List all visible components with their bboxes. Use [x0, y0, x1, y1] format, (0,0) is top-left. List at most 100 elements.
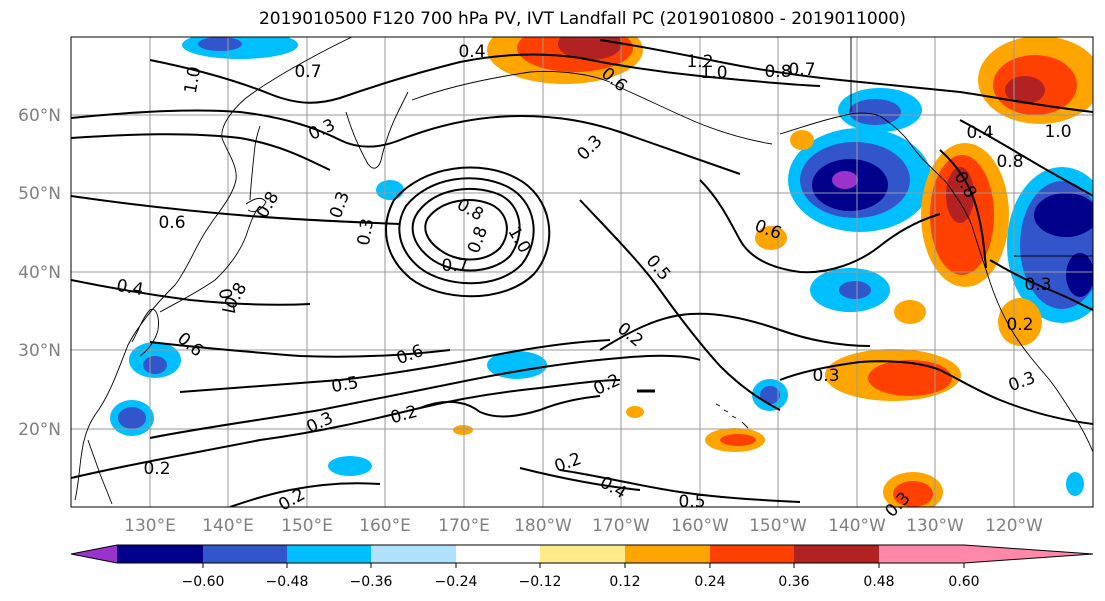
coastline-korea — [131, 308, 159, 357]
lon-label: 130°W — [906, 516, 964, 536]
contour-pv-0.2-mid — [419, 395, 601, 418]
contour-pv-0.5-south — [559, 469, 801, 503]
map-title: 2019010500 F120 700 hPa PV, IVT Landfall… — [258, 9, 906, 29]
colorbar-segment — [287, 545, 371, 563]
colorbar-tick-label: 0.48 — [863, 574, 894, 590]
map-frame — [70, 36, 1094, 508]
contour-pv-coast-2 — [959, 119, 1093, 197]
contour-pv-0.6-south — [149, 341, 451, 358]
colorbar-tick-label: 0.36 — [778, 574, 809, 590]
contour-label: 0.3 — [812, 366, 839, 386]
contour-label: 0.4 — [458, 42, 485, 62]
lon-label: 140°E — [202, 516, 254, 536]
contour-pv-0.3-south — [149, 354, 701, 439]
negative-anomaly-subtropical-3 — [752, 379, 788, 411]
contour-pv-0.7-ridge — [71, 279, 311, 306]
colorbar-tick-label: 0.24 — [694, 574, 725, 590]
graticule — [71, 37, 1093, 507]
contour-pv-north-wave-2 — [71, 133, 331, 171]
contour-pv-high-arctic — [599, 39, 1093, 113]
colorbar-segment — [540, 545, 625, 563]
negative-anomaly-subtropical-1 — [810, 268, 890, 312]
positive-anomaly-small-4 — [626, 406, 644, 418]
lon-label: 150°W — [749, 516, 807, 536]
contour-pv-low-4 — [385, 166, 551, 298]
pv-contours — [71, 39, 1093, 507]
colorbar-segment — [456, 545, 540, 563]
contour-label: 1.0 — [1044, 122, 1071, 142]
colorbar-extend-high — [964, 545, 1093, 563]
colorbar-ticks — [202, 563, 965, 568]
contour-label: 0.5 — [678, 492, 705, 512]
contour-pv-0.4-diag — [579, 199, 781, 411]
negative-anomaly-gulf-of-alaska — [788, 128, 932, 232]
positive-anomaly-small-3 — [790, 130, 814, 150]
colorbar-tick-label: 0.60 — [948, 574, 979, 590]
colorbar-tick-label: −0.36 — [350, 574, 393, 590]
negative-anomaly-alaska-coast — [838, 88, 922, 132]
colorbar-segment — [625, 545, 710, 563]
negative-anomaly-western-pacific-3 — [328, 456, 372, 476]
contour-label: 0.2 — [1006, 315, 1033, 335]
colorbar-tick-label: −0.60 — [182, 574, 225, 590]
lat-label: 40°N — [18, 263, 61, 283]
lon-label: 160°W — [671, 516, 729, 536]
contour-pv-0.2-sw — [229, 482, 381, 507]
coastlines — [74, 37, 1093, 505]
coastline-philippines — [87, 439, 113, 505]
colorbar-tick-label: −0.48 — [266, 574, 309, 590]
contour-label: 0.7 — [441, 256, 468, 276]
contour-pv-coast-1 — [939, 149, 987, 269]
lon-label: 170°E — [438, 516, 490, 536]
contour-label: 0.7 — [788, 60, 815, 80]
coastline-asia — [74, 37, 353, 501]
contour-label: 0.7 — [214, 287, 238, 317]
positive-anomaly-small-2 — [755, 226, 787, 250]
contour-label: 0.4 — [966, 123, 993, 143]
contour-pv-low-1 — [424, 199, 508, 261]
contour-pv-0.2-south — [71, 379, 621, 479]
lat-label: 60°N — [18, 106, 61, 126]
contour-label: 0.2 — [143, 459, 170, 479]
lon-label: 140°W — [828, 516, 886, 536]
coastline-sakhalin — [249, 125, 261, 201]
longitude-labels: 130°E 140°E 150°E 160°E 170°E 180°W 170°… — [124, 516, 1043, 536]
coastline-hokkaido — [245, 197, 267, 213]
colorbar-segment — [879, 545, 964, 563]
positive-anomaly-hawaii — [705, 428, 765, 452]
contour-pv-coast-3 — [989, 259, 1093, 311]
contour-pv-low-3 — [398, 177, 535, 285]
coastline-alaska-peninsula — [611, 83, 773, 145]
contour-pv-0.5 — [179, 339, 611, 393]
latitude-labels: 60°N 50°N 40°N 30°N 20°N — [18, 106, 61, 440]
lon-label: 180°W — [514, 516, 572, 536]
contour-label: 1.2 — [686, 52, 713, 72]
contour-label: 0.4 — [115, 276, 145, 300]
contour-pv-0.4-south — [519, 467, 641, 491]
contour-label: 0.8 — [996, 152, 1023, 172]
coastline-us-west — [971, 225, 1093, 453]
contour-label: 0.7 — [294, 62, 321, 82]
colorbar-segment — [710, 545, 794, 563]
colorbar-extend-low — [71, 545, 117, 563]
contour-pv-0.2-sub — [599, 312, 871, 351]
contour-label: 1.0 — [700, 63, 727, 83]
coastline-bc — [879, 115, 973, 227]
positive-anomaly-south-east — [883, 472, 943, 507]
contour-pv-north-wave-1 — [71, 109, 741, 175]
lon-label: 120°W — [985, 516, 1043, 536]
negative-anomaly-subtropical-2 — [487, 351, 547, 379]
contour-label: 0.3 — [1024, 275, 1051, 295]
lon-label: 160°E — [359, 516, 411, 536]
colorbar-segment — [117, 545, 203, 563]
colorbar-segment — [371, 545, 456, 563]
negative-anomaly-northwest-pacific — [182, 37, 298, 59]
positive-anomaly-central-pacific — [825, 349, 961, 401]
colorbar-tick-label: −0.12 — [519, 574, 562, 590]
colorbar-outline — [70, 544, 1094, 564]
contour-label: 0.5 — [330, 373, 360, 397]
colorbar-tick-label: −0.24 — [435, 574, 478, 590]
canada-usa-border — [850, 37, 1093, 257]
negative-anomaly-western-pacific-1 — [129, 342, 181, 378]
